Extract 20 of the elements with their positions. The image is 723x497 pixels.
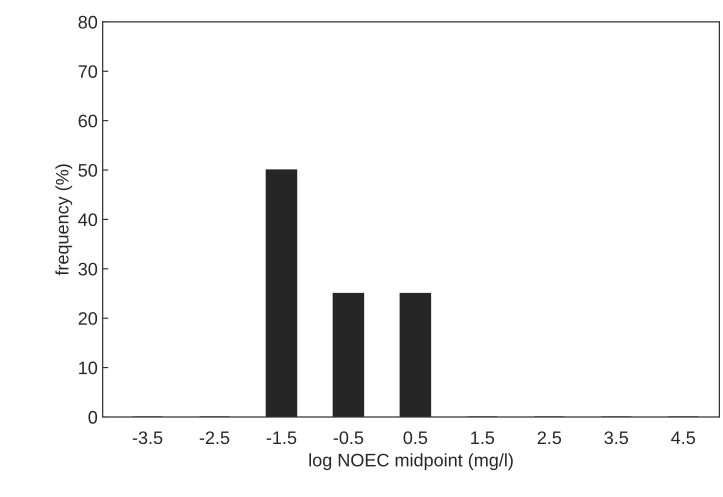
- x-tick-label: 3.5: [604, 431, 628, 444]
- x-tick-label: 0.5: [404, 431, 428, 444]
- y-tick-label: 10: [79, 362, 98, 374]
- y-axis-title: frequency (%): [55, 164, 72, 276]
- x-tick-label: 4.5: [671, 432, 696, 444]
- y-tick-label: 0: [88, 410, 98, 424]
- y-tick-label: 40: [78, 213, 98, 226]
- y-tick-label: 70: [78, 65, 98, 78]
- x-tick-label: 1.5: [471, 432, 494, 444]
- x-tick-label: -0.5: [334, 431, 364, 444]
- x-tick-label: -2.5: [200, 431, 230, 444]
- x-tick-label: -3.5: [132, 431, 162, 444]
- y-tick-label: 60: [78, 114, 98, 128]
- x-tick-label: -1.5: [266, 432, 296, 444]
- y-tick-label: 50: [78, 164, 98, 177]
- y-tick-label: 80: [78, 16, 98, 29]
- x-axis-title: log NOEC midpoint (mg/l): [309, 453, 513, 470]
- y-tick-label: 20: [78, 312, 98, 325]
- y-tick-label: 30: [78, 262, 98, 276]
- x-tick-label: 2.5: [538, 431, 562, 444]
